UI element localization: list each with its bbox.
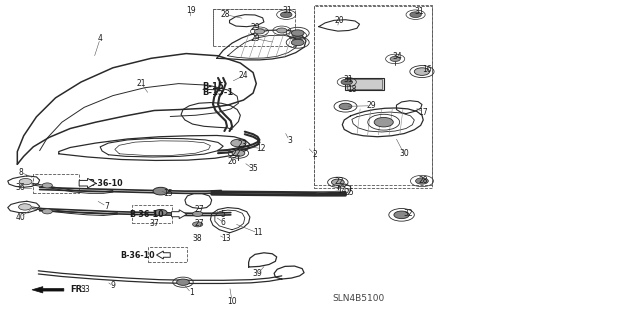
Circle shape — [414, 68, 429, 75]
Text: 17: 17 — [419, 108, 428, 116]
Circle shape — [254, 29, 264, 34]
Text: 28: 28 — [419, 175, 428, 185]
Text: 22: 22 — [231, 149, 241, 158]
Circle shape — [280, 12, 292, 18]
Text: 31: 31 — [343, 75, 353, 84]
Text: 29: 29 — [250, 23, 260, 32]
Circle shape — [394, 211, 409, 219]
Text: 11: 11 — [253, 228, 262, 237]
Circle shape — [339, 103, 352, 109]
Text: B-36-10: B-36-10 — [129, 210, 164, 219]
Polygon shape — [79, 178, 96, 188]
Circle shape — [415, 178, 428, 184]
Bar — [314, 6, 431, 185]
Text: 21: 21 — [137, 79, 147, 88]
Circle shape — [292, 33, 303, 38]
Bar — [346, 78, 384, 90]
Text: 5: 5 — [221, 210, 225, 219]
Circle shape — [19, 204, 31, 210]
Circle shape — [232, 150, 245, 156]
Text: 27: 27 — [194, 205, 204, 214]
Text: 2: 2 — [312, 150, 317, 159]
Text: 3: 3 — [287, 136, 292, 145]
Text: 36: 36 — [15, 183, 26, 192]
Text: 23: 23 — [237, 140, 247, 149]
Text: 33: 33 — [81, 285, 90, 294]
Text: B-15-1: B-15-1 — [202, 88, 234, 97]
Circle shape — [153, 187, 168, 195]
Text: 20: 20 — [334, 16, 344, 25]
Circle shape — [332, 179, 344, 185]
Text: 16: 16 — [422, 65, 432, 74]
Circle shape — [193, 222, 203, 227]
Circle shape — [341, 79, 353, 85]
Text: 4: 4 — [98, 34, 102, 43]
Text: 18: 18 — [347, 85, 356, 94]
Text: 38: 38 — [193, 234, 202, 243]
Text: 10: 10 — [227, 297, 237, 306]
Circle shape — [390, 56, 400, 62]
Circle shape — [154, 210, 167, 216]
Text: 31: 31 — [414, 7, 424, 16]
Text: 35: 35 — [248, 165, 258, 174]
Text: 28: 28 — [221, 10, 230, 19]
Text: B-36-10: B-36-10 — [120, 251, 154, 260]
Text: 13: 13 — [221, 234, 230, 243]
Text: B-15: B-15 — [202, 82, 224, 91]
Bar — [314, 4, 431, 188]
Bar — [148, 247, 188, 262]
Text: 6: 6 — [221, 218, 225, 226]
Text: 34: 34 — [393, 52, 403, 61]
Text: 31: 31 — [282, 6, 292, 15]
Text: 15: 15 — [164, 189, 173, 198]
Text: FR.: FR. — [70, 285, 86, 294]
Text: 29: 29 — [250, 34, 260, 43]
Polygon shape — [32, 286, 64, 293]
Bar — [132, 205, 172, 223]
Circle shape — [291, 39, 304, 46]
Circle shape — [374, 117, 394, 127]
Text: 26: 26 — [227, 157, 237, 166]
Text: 22: 22 — [334, 176, 344, 186]
Text: 32: 32 — [403, 209, 413, 218]
Circle shape — [193, 211, 203, 216]
Text: SLN4B5100: SLN4B5100 — [332, 293, 385, 302]
Circle shape — [410, 12, 421, 18]
Text: 40: 40 — [15, 212, 26, 222]
Text: 37: 37 — [150, 219, 159, 228]
Bar — [213, 9, 294, 46]
Circle shape — [42, 183, 52, 188]
Text: 7: 7 — [104, 202, 109, 211]
Circle shape — [231, 139, 246, 147]
Circle shape — [291, 30, 304, 36]
Text: 39: 39 — [253, 270, 262, 278]
Text: 12: 12 — [257, 144, 266, 153]
Text: 9: 9 — [111, 281, 115, 291]
Circle shape — [177, 279, 189, 286]
Text: 8: 8 — [18, 168, 23, 177]
Polygon shape — [157, 251, 170, 259]
Bar — [348, 79, 382, 89]
Circle shape — [276, 28, 287, 33]
Text: B-36-10: B-36-10 — [88, 179, 123, 188]
Text: 24: 24 — [239, 71, 248, 80]
Circle shape — [19, 178, 32, 185]
Text: 1: 1 — [189, 288, 194, 297]
Text: 27: 27 — [194, 219, 204, 228]
Polygon shape — [172, 210, 187, 219]
Text: 30: 30 — [399, 149, 409, 158]
Text: 14: 14 — [337, 186, 347, 195]
Text: 19: 19 — [186, 6, 195, 15]
Circle shape — [42, 209, 52, 214]
Bar — [33, 174, 79, 193]
Text: 25: 25 — [344, 188, 354, 197]
Text: 29: 29 — [366, 101, 376, 110]
